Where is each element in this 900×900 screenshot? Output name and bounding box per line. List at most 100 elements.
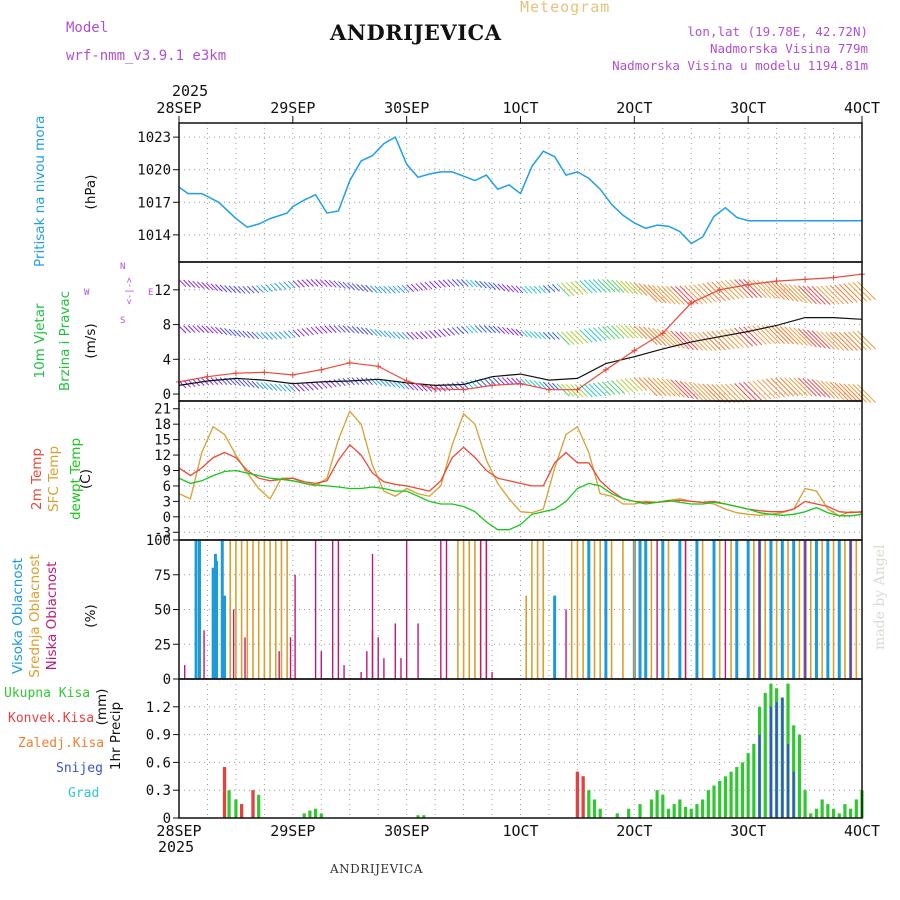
wind-barb [844,332,862,350]
wind-ytick-label: 8 [163,318,171,334]
wind-barb [721,384,739,402]
precip-bar-0 [308,811,311,818]
wind-barb [375,329,382,336]
time-label-top: 1OCT [502,99,538,117]
precip-bar-0 [815,809,818,818]
wind-barb [739,383,757,401]
wind-barb [684,382,702,400]
wind-barb [612,380,625,393]
wind-barb [785,284,803,302]
wind-barb [698,332,716,350]
precip-bar-3 [776,702,778,818]
precip-bar-0 [656,790,659,818]
precip-bar-0 [855,799,858,818]
precip-bar-0 [684,807,687,818]
precip-bar-0 [627,809,630,818]
precip-bar-0 [690,809,693,818]
wind-barb [507,328,514,335]
wind-barb [225,285,232,292]
wind-barb [252,381,259,388]
time-label-top: 28SEP [156,99,201,117]
time-label-bottom: 4OCT [844,822,880,840]
wind-barb [534,332,541,339]
precip-bar-1 [240,804,243,818]
dewpt-line [179,471,862,530]
wind-ytick-label: 4 [163,352,171,368]
wind-barb [188,281,195,288]
precip-bar-0 [695,804,698,818]
time-label-bottom: 2OCT [616,822,652,840]
wind-barb [347,283,354,290]
wind-barb [830,285,848,303]
wind-barb [816,380,834,398]
cloud-ytick-label: 75 [154,568,171,584]
wind-barb [229,329,236,336]
wind-barb [757,380,775,398]
wind-barb [493,283,500,290]
precip-bar-0 [747,753,750,818]
wind-barb [762,379,780,397]
wind-barb [366,328,373,335]
wind-barb [803,329,821,347]
time-label-bottom: 30SEP [384,822,429,840]
time-label-top: 2OCT [616,99,652,117]
precip-bar-0 [752,744,755,818]
wind-barb [844,284,862,302]
wind-barb [744,382,762,400]
wind-barb [593,328,606,341]
wind-barb [602,382,615,395]
temp-ytick-label: 0 [163,510,171,526]
precip-bar-0 [673,804,676,818]
wind-barb [848,283,866,301]
wind-barb [589,328,602,341]
cloud-ytick-label: 0 [163,672,171,688]
wind-barb [502,284,509,291]
wind-barb [343,282,350,289]
precip-bar-0 [701,799,704,818]
wind-barb [607,381,620,394]
wind-barb [352,326,359,333]
wind-barb [361,327,368,334]
wind-barb [639,378,657,396]
wind-barb [730,280,748,298]
wind-barb [202,282,209,289]
wind-barb [270,384,277,391]
wind-barb [266,383,273,390]
wind-barb [557,284,570,297]
wind-barb [721,281,739,299]
precip-ytick-label: 0 [163,811,171,827]
meteogram-plot: 28SEP28SEP29SEP29SEP30SEP30SEP1OCT1OCT2O… [0,0,900,900]
wind-barb [712,331,730,349]
wind-barb [730,329,748,347]
precip-bar-0 [741,762,744,818]
precip-bar-0 [826,804,829,818]
wind-barb [384,331,391,338]
precip-bar-0 [803,790,806,818]
precip-bar-0 [849,809,852,818]
wind-barb [502,327,509,334]
wind-barb [598,383,611,396]
wind-barb [575,330,588,343]
wind-barb [707,332,725,350]
wind-barb [725,384,743,402]
wind-barb [256,382,263,389]
precip-bar-1 [582,776,585,818]
wind-barb [498,327,505,334]
precip-bar-0 [764,693,767,818]
time-label-top: 4OCT [844,99,880,117]
precip-bar-1 [223,767,226,818]
pressure-ytick-label: 1023 [137,130,171,146]
precip-bar-0 [712,786,715,818]
wind-barb [684,286,702,304]
wind-barb [735,383,753,401]
wind-barb [771,378,789,396]
precip-ytick-label: 0.9 [146,728,171,744]
wind-barb [530,331,537,338]
precip-bar-3 [770,707,772,818]
wind-barb [366,285,373,292]
wind-barb [826,286,844,304]
wind-barb [411,383,418,390]
precip-bar-3 [781,698,783,818]
precip-bar-3 [758,735,760,818]
wind-barb [521,330,528,337]
